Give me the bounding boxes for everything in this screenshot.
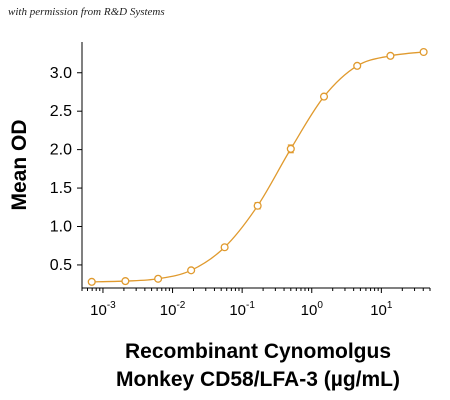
x-tick-label: 100: [301, 300, 324, 319]
x-tick-label: 101: [370, 300, 393, 319]
data-point: [87, 277, 96, 286]
data-point: [419, 47, 428, 57]
data-point: [253, 201, 262, 210]
data-point: [220, 243, 229, 252]
y-tick-label: 2.0: [50, 142, 72, 159]
data-point: [187, 266, 196, 275]
data-point: [353, 61, 362, 70]
fit-curve-layer: [91, 51, 424, 283]
tick-labels: 0.5 1.0 1.5 2.0 2.5 3.0 10-3 10-2 10-1 100 101: [50, 65, 393, 319]
axes: [77, 42, 431, 293]
y-tick-label: 3.0: [50, 65, 72, 82]
data-point: [386, 51, 395, 60]
y-tick-label: 1.5: [50, 180, 72, 197]
y-axis-label: Mean OD: [8, 119, 31, 210]
permission-watermark: with permission from R&D Systems: [8, 6, 165, 18]
y-tick-label: 2.5: [50, 103, 72, 120]
x-axis-label-line-2: Monkey CD58/LFA-3 (µg/mL): [116, 368, 400, 391]
data-point: [319, 92, 329, 101]
data-point: [286, 144, 295, 153]
data-point: [121, 277, 130, 286]
x-tick-label: 10-2: [160, 300, 186, 319]
fit-curve: [91, 51, 424, 283]
x-tick-label: 10-1: [229, 300, 255, 319]
y-tick-label: 0.5: [50, 257, 72, 274]
y-tick-label: 1.0: [50, 219, 72, 236]
x-axis-label-line-1: Recombinant Cynomolgus: [125, 340, 391, 363]
data-point: [154, 274, 163, 283]
x-tick-label: 10-3: [90, 300, 116, 319]
data-points: [87, 47, 428, 286]
